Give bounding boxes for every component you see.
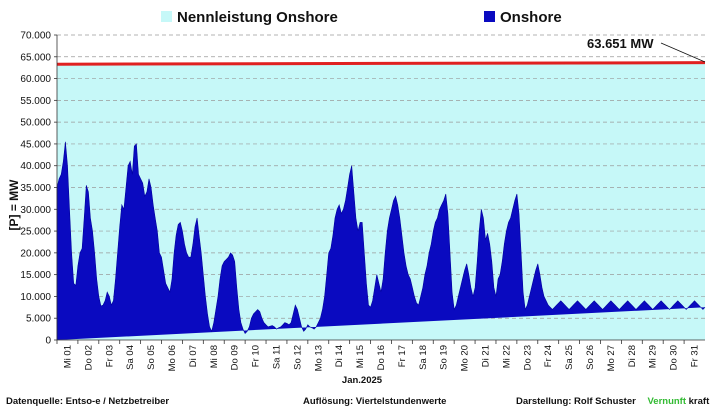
- capacity-annotation: 63.651 MW: [587, 36, 654, 51]
- footer-brand-green: Vernunft: [647, 396, 686, 407]
- y-tick-label: 60.000: [20, 74, 51, 85]
- y-tick-label: 40.000: [20, 161, 51, 172]
- x-tick-label: Sa 11: [272, 345, 283, 369]
- x-tick-label: Mo 27: [606, 345, 617, 371]
- legend-label-onshore: Onshore: [500, 9, 562, 26]
- capacity-annotation-leader: [660, 42, 706, 63]
- y-tick-label: 30.000: [20, 205, 51, 216]
- x-tick-label: So 26: [585, 345, 596, 370]
- x-tick-label: Fr 10: [251, 345, 262, 367]
- gridlines: [57, 34, 705, 319]
- y-tick-label: 25.000: [20, 227, 51, 238]
- plot-background: [57, 62, 705, 340]
- x-tick-label: Do 16: [376, 345, 387, 370]
- footer-author-prefix: Darstellung: Rolf Schuster: [516, 396, 636, 407]
- y-tick-label: 5.000: [26, 314, 51, 325]
- legend-swatch-nennleistung: [161, 11, 172, 22]
- legend: Nennleistung Onshore Onshore: [161, 9, 562, 26]
- footer-resolution: Auflösung: Viertelstundenwerte: [303, 396, 446, 407]
- x-tick-label: Sa 18: [418, 345, 429, 370]
- footer-source: Datenquelle: Entso-e / Netzbetreiber: [6, 396, 169, 407]
- x-tick-label: So 12: [292, 345, 303, 370]
- x-tick-label: Fr 17: [397, 345, 408, 367]
- legend-swatch-onshore: [484, 11, 495, 22]
- y-tick-label: 65.000: [20, 52, 51, 63]
- x-tick-label: Sa 25: [564, 345, 575, 370]
- y-tick-label: 0: [45, 336, 51, 347]
- x-tick-label: Di 14: [334, 345, 345, 367]
- x-tick-label: So 19: [439, 345, 450, 370]
- x-tick-label: Mo 06: [167, 345, 178, 371]
- y-tick-label: 50.000: [20, 118, 51, 129]
- x-tick-label: Mi 01: [63, 345, 74, 368]
- x-tick-label: Do 23: [522, 345, 533, 370]
- x-axis-title: Jan.2025: [342, 375, 383, 386]
- x-tick-label: Di 07: [188, 345, 199, 367]
- x-tick-labels: Mi 01 Do 02 Fr 03 Sa 04 So 05 Mo 06 Di 07 Mi 08…: [56, 340, 701, 371]
- footer-brand-rest: kraft: [689, 396, 710, 407]
- capacity-line: [56, 61, 706, 66]
- onshore-area-path: [56, 141, 706, 340]
- y-tick-label: 70.000: [20, 31, 51, 42]
- y-tick-label: 10.000: [20, 292, 51, 303]
- x-tick-label: So 05: [146, 345, 157, 370]
- x-tick-label: Mi 29: [648, 345, 659, 368]
- y-tick-labels: 0 5.000 10.000 15.000 20.000 25.000 30.000 35.0…: [20, 31, 57, 347]
- x-tick-label: Do 02: [83, 345, 94, 370]
- y-tick-label: 55.000: [20, 96, 51, 107]
- footer-author: Darstellung: Rolf Schuster Vernunft kraf…: [516, 396, 710, 407]
- x-tick-label: Di 21: [481, 345, 492, 367]
- y-tick-label: 15.000: [20, 270, 51, 281]
- y-tick-label: 45.000: [20, 139, 51, 150]
- y-tick-label: 20.000: [20, 248, 51, 259]
- x-tick-label: Fr 03: [104, 345, 115, 367]
- capacity-line-path: [56, 61, 706, 66]
- x-tick-label: Mi 22: [501, 345, 512, 368]
- x-tick-label: Do 09: [230, 345, 241, 370]
- x-tick-label: Sa 04: [125, 345, 136, 370]
- x-tick-label: Mi 15: [355, 345, 366, 368]
- nennleistung-area: [57, 62, 705, 340]
- x-tick-label: Di 28: [627, 345, 638, 367]
- y-axis-title: [P] = MW: [7, 179, 21, 231]
- x-tick-label: Fr 31: [690, 345, 701, 367]
- x-tick-label: Do 30: [669, 345, 680, 370]
- legend-label-nennleistung: Nennleistung Onshore: [177, 9, 338, 26]
- x-tick-label: Mo 20: [460, 345, 471, 371]
- onshore-area: [56, 141, 706, 340]
- x-tick-label: Mi 08: [209, 345, 220, 368]
- x-tick-label: Mo 13: [313, 345, 324, 371]
- x-tick-label: Fr 24: [543, 345, 554, 367]
- y-tick-label: 35.000: [20, 183, 51, 194]
